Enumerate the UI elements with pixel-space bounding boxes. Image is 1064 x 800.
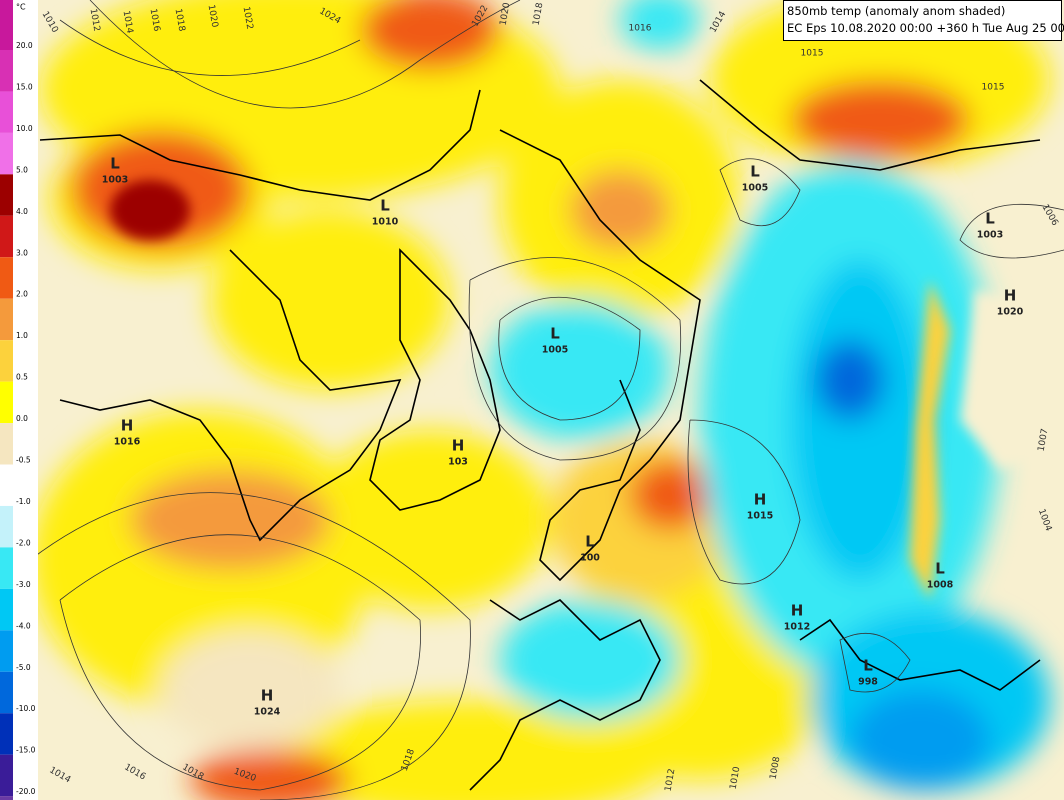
anomaly-shading xyxy=(30,0,1064,800)
legend-label: -15.0 xyxy=(16,746,36,755)
legend-label: -20.0 xyxy=(16,787,36,796)
color-swatch xyxy=(0,50,13,92)
header-title: 850mb temp (anomaly anom shaded) xyxy=(787,4,1006,18)
center-value: 1005 xyxy=(742,183,768,194)
center-letter: L xyxy=(985,210,995,228)
center-letter: H xyxy=(261,687,274,705)
color-swatch xyxy=(0,713,13,755)
legend-label: 4.0 xyxy=(16,207,28,216)
center-letter: L xyxy=(863,657,873,675)
color-swatch xyxy=(0,505,13,548)
center-value: 1005 xyxy=(542,345,568,356)
center-letter: H xyxy=(121,417,134,435)
center-value: 1010 xyxy=(372,217,399,228)
center-value: 100 xyxy=(580,553,600,564)
center-letter: L xyxy=(935,560,945,578)
color-swatch xyxy=(0,257,13,299)
center-value: 998 xyxy=(858,677,878,688)
color-swatch xyxy=(0,630,13,672)
legend-label: -3.0 xyxy=(16,580,31,589)
center-value: 1003 xyxy=(102,175,128,186)
center-letter: L xyxy=(550,325,560,343)
isobar-label: 1015 xyxy=(982,83,1005,93)
center-value: 1012 xyxy=(784,622,810,633)
header-run: EC Eps 10.08.2020 00:00 +360 h Tue Aug 2… xyxy=(787,21,1064,35)
center-letter: L xyxy=(110,155,120,173)
isobar-label: 1012 xyxy=(664,768,678,792)
legend-label: 2.0 xyxy=(16,290,28,299)
center-value: 1024 xyxy=(254,707,281,718)
center-letter: H xyxy=(791,602,804,620)
center-letter: L xyxy=(585,533,595,551)
color-swatch xyxy=(0,0,13,50)
color-swatch xyxy=(0,754,13,797)
center-value: 1003 xyxy=(977,230,1003,241)
legend-label: -1.0 xyxy=(16,497,31,506)
center-value: 1015 xyxy=(747,511,773,522)
center-letter: H xyxy=(452,437,465,455)
color-swatch xyxy=(0,547,13,589)
legend-unit: °C xyxy=(16,3,26,12)
isobar-label: 1020 xyxy=(206,4,220,29)
center-value: 1016 xyxy=(114,437,141,448)
color-swatch xyxy=(0,174,13,216)
color-swatch xyxy=(0,132,13,175)
color-swatch xyxy=(0,464,13,506)
color-swatch xyxy=(0,671,13,714)
isobar-label: 1012 xyxy=(88,8,102,32)
legend-label: -2.0 xyxy=(16,538,31,547)
legend-label: 0.5 xyxy=(16,373,28,382)
color-swatch xyxy=(0,340,13,382)
color-swatch xyxy=(0,423,13,465)
legend-label: 5.0 xyxy=(16,165,28,174)
color-swatch xyxy=(0,381,13,424)
center-value: 103 xyxy=(448,457,468,468)
legend-label: -0.5 xyxy=(16,456,31,465)
legend-label: 3.0 xyxy=(16,248,28,257)
legend-label: 20.0 xyxy=(16,41,33,50)
legend-label: -4.0 xyxy=(16,621,31,630)
color-swatch xyxy=(0,796,13,800)
isobar-label: 1010 xyxy=(729,766,743,791)
center-letter: H xyxy=(754,491,767,509)
isobar-label: 1008 xyxy=(769,756,783,781)
isobar-label: 1018 xyxy=(532,2,546,27)
center-value: 1008 xyxy=(927,580,954,591)
color-bar: °C 20.0 15.0 10.0 5.0 4.0 3.0 2.0 1.0 0.5 0.0 -0.5 -… xyxy=(0,0,38,800)
center-letter: L xyxy=(380,197,390,215)
isobar-label: 1018 xyxy=(173,8,187,33)
isobar-label: 1022 xyxy=(241,6,255,30)
isobar-label: 1016 xyxy=(148,8,162,33)
center-letter: L xyxy=(750,163,760,181)
color-swatch xyxy=(0,215,13,258)
coastlines xyxy=(39,79,1041,791)
legend-label: -5.0 xyxy=(16,663,31,672)
isobar-label: 1016 xyxy=(629,24,652,34)
color-swatch xyxy=(0,588,13,631)
isobar-label: 1020 xyxy=(499,2,513,27)
isobars xyxy=(29,0,1064,800)
legend-label: 0.0 xyxy=(16,414,28,423)
legend-label: -10.0 xyxy=(16,704,36,713)
isobar-label: 1007 xyxy=(1037,428,1051,452)
color-swatch xyxy=(0,298,13,341)
legend-label: 15.0 xyxy=(16,82,33,91)
isobar-label: 1014 xyxy=(121,10,135,35)
header-box: 850mb temp (anomaly anom shaded) EC Eps … xyxy=(783,0,1064,41)
center-letter: H xyxy=(1004,287,1017,305)
legend-label: 10.0 xyxy=(16,124,33,133)
isobar-label: 1015 xyxy=(801,49,824,59)
legend-label: 1.0 xyxy=(16,331,28,340)
color-swatch xyxy=(0,91,13,133)
center-value: 1020 xyxy=(997,307,1024,318)
